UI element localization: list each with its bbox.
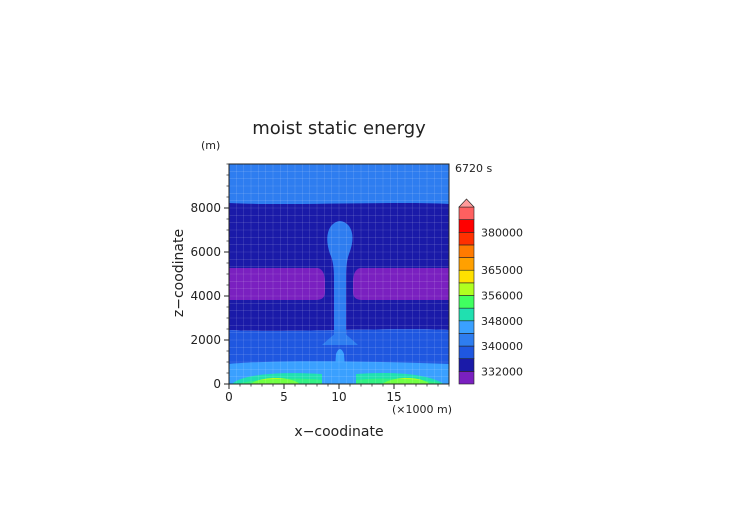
- x-tick-label: 0: [225, 390, 233, 404]
- colorbar-cell: [458, 282, 475, 296]
- colorbar-cell: [458, 244, 475, 258]
- surface-green-right: [356, 378, 442, 384]
- colorbar-cell: [458, 333, 475, 347]
- colorbar-label: 340000: [481, 340, 523, 353]
- grid-lines: [229, 164, 449, 384]
- contour-field: [229, 164, 449, 384]
- colorbar-cell: [458, 320, 475, 334]
- colorbar-cell: [458, 206, 475, 220]
- upper-layer: [229, 164, 449, 204]
- plume-base: [322, 330, 358, 345]
- colorbar-labels: 380000 365000 356000 348000 340000 332000: [481, 226, 523, 378]
- y-tick-label: 4000: [190, 289, 221, 303]
- colorbar-cell: [458, 257, 475, 271]
- colorbar-label: 356000: [481, 290, 523, 303]
- colorbar-cap: [458, 198, 475, 208]
- y-tick-label: 8000: [190, 201, 221, 215]
- x-tick-label: 10: [331, 390, 346, 404]
- colorbar-cell: [458, 307, 475, 322]
- colorbar-cell: [458, 345, 475, 360]
- x-axis: 0 5 10 15: [225, 384, 450, 404]
- surface-plume-stem: [334, 349, 346, 384]
- colorbar-cell: [458, 358, 475, 372]
- minimum-band-right: [353, 268, 449, 300]
- minimum-band-left: [229, 268, 325, 300]
- colorbar-cell: [458, 269, 475, 284]
- colorbar-label: 332000: [481, 365, 523, 378]
- x-unit-label: (×1000 m): [392, 403, 452, 416]
- y-unit-label: (m): [201, 139, 220, 152]
- x-axis-label: x−coodinate: [294, 424, 383, 440]
- x-tick-label: 5: [280, 390, 288, 404]
- colorbar: [458, 198, 475, 385]
- central-plume: [327, 221, 353, 340]
- colorbar-label: 365000: [481, 264, 523, 277]
- y-axis-label: z−coodinate: [171, 229, 187, 317]
- colorbar-label: 348000: [481, 315, 523, 328]
- colorbar-cell: [458, 371, 475, 385]
- y-tick-label: 0: [213, 377, 221, 391]
- time-label: 6720 s: [455, 162, 492, 175]
- colorbar-cell: [458, 219, 475, 233]
- surface-green-left: [238, 378, 322, 384]
- colorbar-cell: [458, 231, 475, 246]
- chart-title: moist static energy: [252, 118, 426, 139]
- colorbar-cell: [458, 295, 475, 309]
- colorbar-label: 380000: [481, 226, 523, 239]
- y-tick-label: 6000: [190, 245, 221, 259]
- y-axis: 0 2000 4000 6000 8000: [190, 163, 229, 391]
- y-tick-label: 2000: [190, 333, 221, 347]
- x-tick-label: 15: [386, 390, 401, 404]
